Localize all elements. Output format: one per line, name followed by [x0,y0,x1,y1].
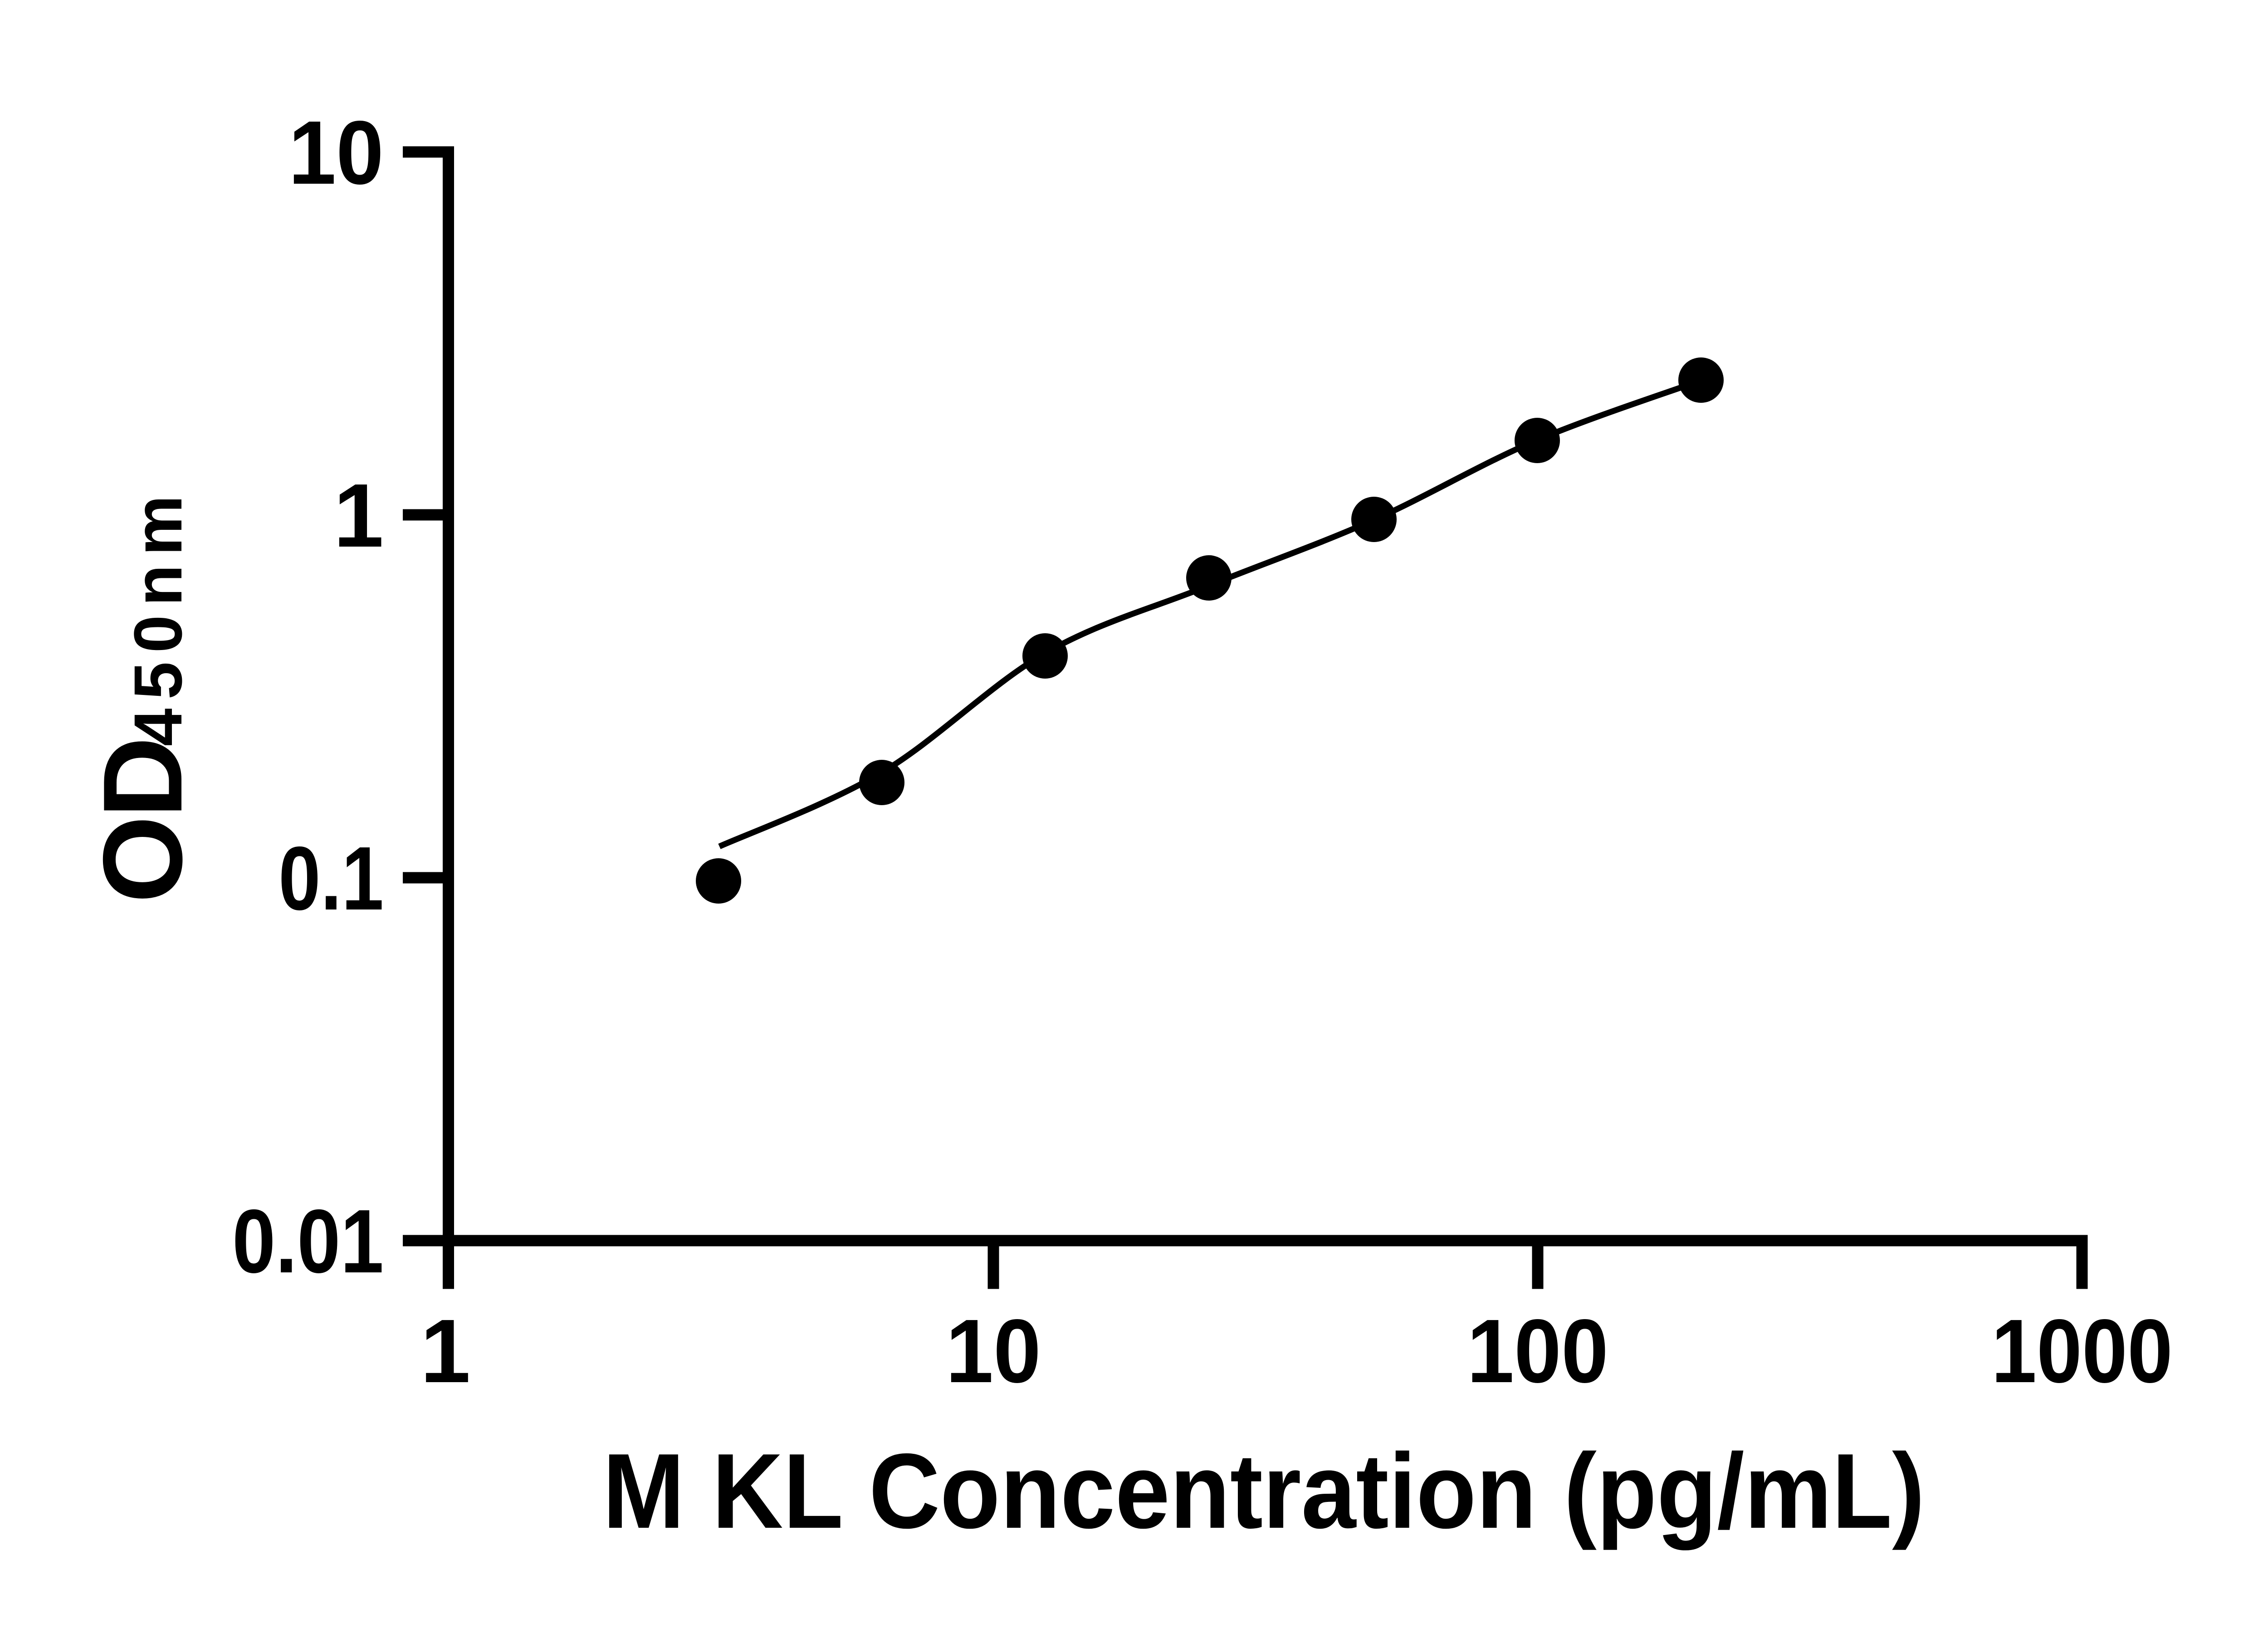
svg-text:1000: 1000 [1991,1301,2173,1402]
svg-text:450nm: 450nm [120,486,196,746]
svg-text:M KL Concentration (pg/mL): M KL Concentration (pg/mL) [603,1431,1925,1550]
svg-text:10: 10 [288,103,384,203]
svg-text:1: 1 [333,465,384,566]
svg-text:1: 1 [420,1301,471,1402]
svg-text:100: 100 [1467,1301,1608,1402]
svg-text:OD: OD [79,739,205,903]
svg-text:10: 10 [946,1301,1041,1402]
svg-text:0.1: 0.1 [279,828,384,929]
svg-text:0.01: 0.01 [232,1191,384,1292]
